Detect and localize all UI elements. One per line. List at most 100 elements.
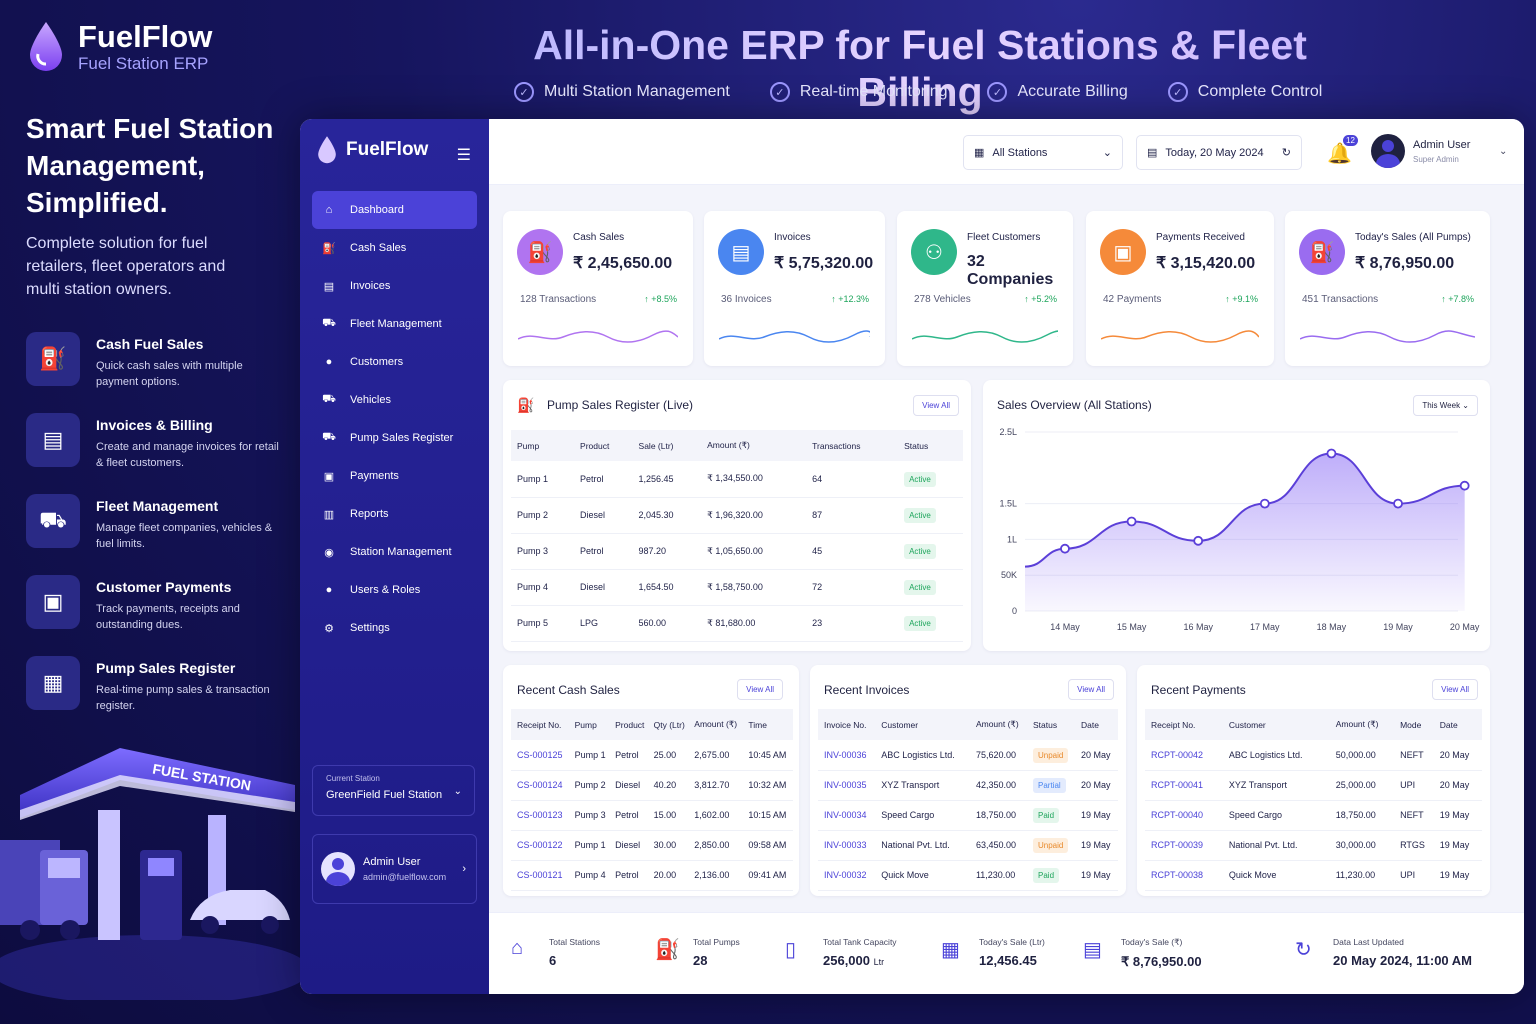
table-cell: 2,045.30 <box>634 497 704 534</box>
table-cell[interactable]: CS-000122 <box>511 830 571 861</box>
sidebar-item-label: Customers <box>350 356 404 368</box>
cell-text: Pump 4 <box>517 582 549 592</box>
table-header-row: Pump Product Sale (Ltr) Amount (₹) Transacti… <box>511 430 963 461</box>
left-feature-desc: Real-time pump sales & transaction regis… <box>96 684 270 712</box>
table-cell[interactable]: RCPT-00042 <box>1145 740 1225 771</box>
cell-text: CS-000122 <box>517 840 563 850</box>
view-all-button[interactable]: View All <box>1068 679 1114 700</box>
station-select[interactable]: ▦ All Stations ⌄ <box>963 135 1123 170</box>
kpi-value: ₹ 5,75,320.00 <box>774 255 874 272</box>
sidebar-item-payments[interactable]: ▣ Payments <box>312 457 477 495</box>
kpi-card[interactable]: ⛽ Cash Sales ₹ 2,45,650.00 128 Transacti… <box>503 211 693 366</box>
table-row[interactable]: CS-000122 Pump 1 Diesel 30.00 2,850.00 09:58 … <box>511 830 793 861</box>
table-row[interactable]: RCPT-00039 National Pvt. Ltd. 30,000.00 RTG… <box>1145 830 1482 861</box>
sidebar-item-users-roles[interactable]: ● Users & Roles <box>312 571 477 609</box>
current-station-selector[interactable]: Current Station GreenField Fuel Station … <box>312 765 475 816</box>
table-row[interactable]: Pump 2 Diesel 2,045.30 ₹ 1,96,320.00 87 Activ… <box>511 497 963 534</box>
check-icon: ✓ <box>987 82 1008 102</box>
sidebar-item-fleet-management[interactable]: ⛟ Fleet Management <box>312 305 477 343</box>
view-all-button[interactable]: View All <box>913 395 959 416</box>
cell-text: 11,230.00 <box>975 870 1016 880</box>
cell-text: ABC Logistics Ltd. <box>1228 749 1303 760</box>
column-header: Pump <box>570 709 612 740</box>
summary-item: ⛽ Total Pumps 28 <box>655 937 740 968</box>
table-row[interactable]: RCPT-00042 ABC Logistics Ltd. 50,000.00 NEF… <box>1145 740 1482 771</box>
sidebar-logo[interactable]: FuelFlow <box>316 135 428 165</box>
table-row[interactable]: Pump 1 Petrol 1,256.45 ₹ 1,34,550.00 64 Activ… <box>511 461 963 498</box>
kpi-card[interactable]: ▣ Payments Received ₹ 3,15,420.00 42 Pay… <box>1086 211 1274 366</box>
cell-text: NEFT <box>1400 749 1424 760</box>
table-cell[interactable]: CS-000123 <box>511 800 571 831</box>
kpi-value: ₹ 8,76,950.00 <box>1355 255 1455 272</box>
table-row[interactable]: RCPT-00038 Quick Move 11,230.00 UPI 19 May <box>1145 860 1482 891</box>
table-row[interactable]: CS-000123 Pump 3 Petrol 15.00 1,602.00 10:15 … <box>511 800 793 831</box>
kpi-value: 32 Companies <box>967 253 1054 288</box>
view-all-button[interactable]: View All <box>1432 679 1478 700</box>
table-cell[interactable]: RCPT-00039 <box>1145 830 1225 861</box>
table-row[interactable]: INV-00033 National Pvt. Ltd. 63,450.00 Unpa… <box>818 830 1118 861</box>
sidebar-item-cash-sales[interactable]: ⛽ Cash Sales <box>312 229 477 267</box>
sidebar-item-customers[interactable]: ● Customers <box>312 343 477 381</box>
sidebar-item-invoices[interactable]: ▤ Invoices <box>312 267 477 305</box>
table-row[interactable]: INV-00035 XYZ Transport 42,350.00 Partial 20… <box>818 770 1118 801</box>
table-cell[interactable]: RCPT-00038 <box>1145 860 1225 891</box>
table-cell: 75,620.00 <box>971 740 1029 771</box>
sidebar-user-card[interactable]: Admin User admin@fuelflow.com › <box>312 834 477 904</box>
kpi-card[interactable]: ⚇ Fleet Customers 32 Companies 278 Vehic… <box>897 211 1073 366</box>
admin-user-menu[interactable]: Admin User Super Admin <box>1371 134 1470 168</box>
table-cell[interactable]: RCPT-00041 <box>1145 770 1225 801</box>
cell-text: RCPT-00042 <box>1151 749 1204 760</box>
kpi-growth: ↑ +5.2% <box>1024 294 1057 304</box>
table-row[interactable]: Pump 4 Diesel 1,654.50 ₹ 1,58,750.00 72 Activ… <box>511 569 963 606</box>
table-row[interactable]: INV-00034 Speed Cargo 18,750.00 Paid 19 May <box>818 800 1118 831</box>
table-cell: Pump 1 <box>570 830 612 861</box>
kpi-card[interactable]: ▤ Invoices ₹ 5,75,320.00 36 Invoices ↑ +… <box>704 211 885 366</box>
people-icon: ● <box>325 356 333 368</box>
truck-icon: ⛟ <box>26 494 80 548</box>
sidebar-item-station-management[interactable]: ◉ Station Management <box>312 533 477 571</box>
table-cell: 1,654.50 <box>634 569 704 606</box>
table-cell[interactable]: INV-00036 <box>818 740 878 771</box>
table-row[interactable]: Pump 3 Petrol 987.20 ₹ 1,05,650.00 45 Active <box>511 533 963 570</box>
table-row[interactable]: CS-000121 Pump 4 Petrol 20.00 2,136.00 09:41 … <box>511 860 793 891</box>
chevron-down-icon[interactable]: ⌄ <box>1499 146 1508 157</box>
table-cell[interactable]: RCPT-00040 <box>1145 800 1225 831</box>
view-all-button[interactable]: View All <box>737 679 783 700</box>
sidebar-item-settings[interactable]: ⚙ Settings <box>312 609 477 647</box>
kpi-card[interactable]: ⛽ Today's Sales (All Pumps) ₹ 8,76,950.0… <box>1285 211 1490 366</box>
sidebar-item-reports[interactable]: ▥ Reports <box>312 495 477 533</box>
kpi-value: ₹ 2,45,650.00 <box>573 255 673 272</box>
summary-value-text: 28 <box>693 953 708 968</box>
sidebar-item-vehicles[interactable]: ⛟ Vehicles <box>312 381 477 419</box>
table-cell: 50,000.00 <box>1331 740 1397 771</box>
table-cell[interactable]: INV-00035 <box>818 770 878 801</box>
table-cell[interactable]: CS-000121 <box>511 860 571 891</box>
table-cell: 20 May <box>1077 740 1118 771</box>
summary-item: ⌂ Total Stations 6 <box>511 937 600 968</box>
table-cell: Unpaid <box>1029 830 1078 861</box>
cell-text: ₹ 81,680.00 <box>707 617 756 628</box>
table-cell[interactable]: INV-00032 <box>818 860 878 891</box>
table-row[interactable]: Pump 5 LPG 560.00 ₹ 81,680.00 23 Active <box>511 605 963 642</box>
status-badge: Paid <box>1033 868 1060 883</box>
table-row[interactable]: CS-000124 Pump 2 Diesel 40.20 3,812.70 10:32 … <box>511 770 793 801</box>
table-cell[interactable]: CS-000125 <box>511 740 571 771</box>
hamburger-menu-icon[interactable]: ☰ <box>456 147 471 164</box>
range-select[interactable]: This Week ⌄ <box>1413 395 1478 416</box>
sidebar-item-dashboard[interactable]: ⌂ Dashboard <box>312 191 477 229</box>
date-picker[interactable]: ▤ Today, 20 May 2024 ↻ <box>1136 135 1302 170</box>
table-row[interactable]: RCPT-00040 Speed Cargo 18,750.00 NEFT 19 May <box>1145 800 1482 831</box>
table-cell[interactable]: CS-000124 <box>511 770 571 801</box>
bell-icon[interactable]: 🔔 <box>1327 143 1352 165</box>
table-cell: 19 May <box>1077 860 1118 891</box>
table-cell[interactable]: INV-00034 <box>818 800 878 831</box>
table-row[interactable]: INV-00036 ABC Logistics Ltd. 75,620.00 Unpa… <box>818 740 1118 771</box>
table-row[interactable]: INV-00032 Quick Move 11,230.00 Paid 19 May <box>818 860 1118 891</box>
sidebar-item-pump-sales-register[interactable]: ⛟ Pump Sales Register <box>312 419 477 457</box>
table-cell[interactable]: INV-00033 <box>818 830 878 861</box>
cell-text: 23 <box>812 618 823 628</box>
table-cell: 987.20 <box>634 533 704 570</box>
table-row[interactable]: RCPT-00041 XYZ Transport 25,000.00 UPI 20 Ma… <box>1145 770 1482 801</box>
table-row[interactable]: CS-000125 Pump 1 Petrol 25.00 2,675.00 10:45 … <box>511 740 793 771</box>
table-cell: 23 <box>808 605 901 642</box>
